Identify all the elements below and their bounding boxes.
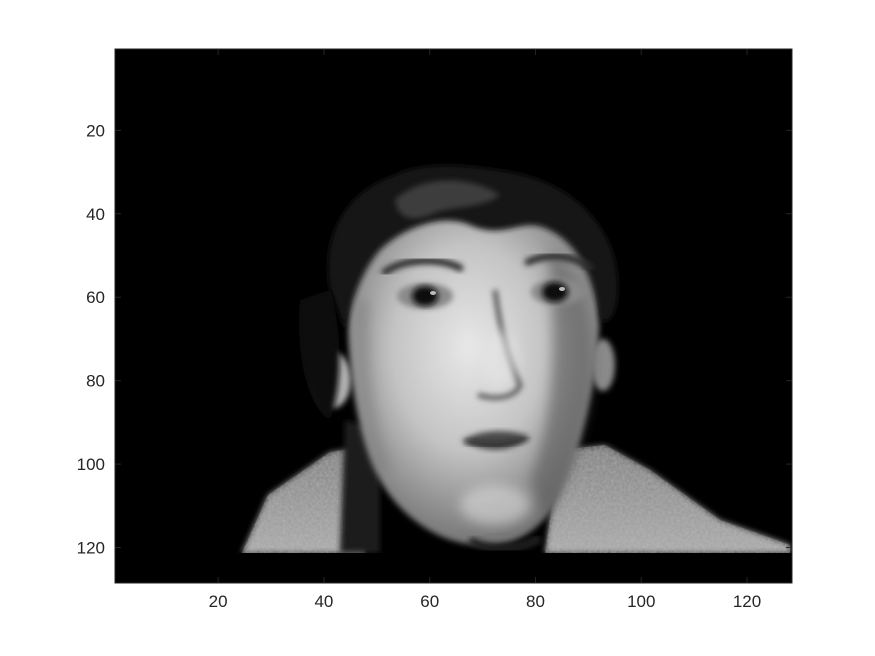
- y-tick-label: 60: [86, 288, 105, 307]
- left-eyebrow: [381, 257, 464, 276]
- x-tick-label: 120: [733, 592, 761, 611]
- y-tick-label: 80: [86, 372, 105, 391]
- axes-frame: [114, 48, 793, 584]
- x-tick-label: 80: [526, 592, 545, 611]
- left-eye: [397, 283, 453, 309]
- x-tick-label: 20: [209, 592, 228, 611]
- x-tick-label: 40: [314, 592, 333, 611]
- y-tick-label: 20: [86, 121, 105, 140]
- image-panel: [115, 49, 792, 583]
- right-eyebrow: [524, 252, 594, 272]
- x-tick-label: 100: [627, 592, 655, 611]
- nose: [477, 289, 523, 400]
- right-eye: [531, 279, 585, 305]
- x-tick-label: 60: [420, 592, 439, 611]
- x-axis: 20 40 60 80 100 120: [209, 49, 761, 611]
- face-image: [242, 165, 790, 553]
- y-axis: 20 40 60 80 100 120: [77, 121, 792, 558]
- y-tick-label: 100: [77, 455, 105, 474]
- y-tick-label: 40: [86, 205, 105, 224]
- y-tick-label: 120: [77, 539, 105, 558]
- bottom-band: [115, 553, 792, 583]
